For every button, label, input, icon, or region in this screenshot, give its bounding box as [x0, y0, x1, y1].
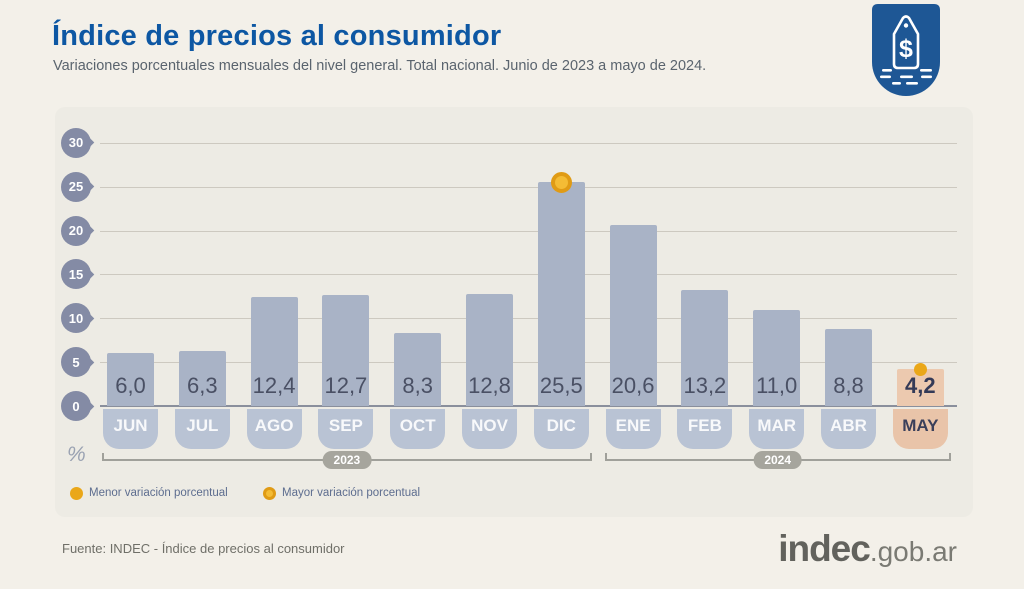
month-label-may: MAY — [892, 409, 948, 449]
bracket-tick — [102, 453, 104, 460]
bar-ago — [250, 297, 298, 406]
bar-feb — [681, 290, 729, 406]
indec-logo: indec .gob.ar — [778, 528, 957, 570]
month-label-abr: ABR — [821, 409, 876, 449]
bar-value-may: 4,2 — [905, 373, 936, 398]
chart-area: 30 25 20 15 10 5 0 6,0 JUN 6,3 JUL 12,4 AGO 12,7 SEP 8,… — [55, 107, 973, 517]
bar-value-sep: 12,7 — [324, 373, 368, 398]
month-label-jul: JUL — [174, 409, 230, 449]
gridline-10 — [100, 318, 957, 320]
gridline-20 — [100, 230, 957, 232]
y-axis-tick-0: 0 — [61, 391, 91, 421]
bar-value-mar: 11,0 — [756, 373, 798, 398]
gridline-15 — [100, 274, 957, 276]
bar-mar — [753, 309, 801, 406]
month-label-nov: NOV — [462, 409, 517, 449]
year-label-2024: 2024 — [753, 451, 803, 469]
bar-value-oct: 8,3 — [402, 373, 433, 398]
bar-abr — [825, 328, 872, 406]
solid-dot-icon — [70, 486, 83, 500]
month-label-feb: FEB — [677, 409, 733, 449]
bracket-tick — [589, 453, 592, 460]
month-label-jun: JUN — [103, 409, 158, 449]
gridline-0 — [100, 405, 957, 407]
bracket-tick — [948, 453, 951, 460]
legend-item-min: Menor variación porcentual — [70, 485, 228, 501]
source-note: Fuente: INDEC - Índice de precios al con… — [62, 541, 345, 556]
y-axis-tick-10: 10 — [61, 303, 91, 334]
month-label-sep: SEP — [318, 409, 374, 449]
bar-value-jul: 6,3 — [187, 373, 218, 398]
bar-sep — [322, 294, 370, 406]
svg-text:$: $ — [899, 35, 913, 63]
gridline-25 — [100, 186, 957, 188]
legend-item-max: Mayor variación porcentual — [263, 485, 420, 501]
bar-value-ago: 12,4 — [252, 373, 296, 398]
bar-value-nov: 12,8 — [468, 373, 511, 398]
legend-label: Mayor variación porcentual — [282, 487, 421, 499]
gridline-5 — [100, 362, 957, 364]
bar-jul — [178, 350, 226, 406]
bar-value-feb: 13,2 — [683, 373, 727, 398]
bar-oct — [394, 333, 442, 406]
legend-label: Menor variación porcentual — [89, 487, 228, 499]
logo-suffix-text: .gob.ar — [869, 536, 957, 567]
month-label-oct: OCT — [390, 409, 446, 449]
bar-value-abr: 8,8 — [833, 373, 864, 398]
year-label-2023: 2023 — [322, 451, 372, 469]
month-label-ago: AGO — [246, 409, 302, 449]
y-axis-tick-30: 30 — [61, 127, 91, 158]
min-variation-dot-icon — [913, 362, 927, 376]
y-axis-tick-25: 25 — [61, 171, 91, 202]
y-axis-tick-15: 15 — [61, 259, 91, 290]
price-tag-badge-icon: $ — [872, 4, 940, 96]
bar-dic — [537, 182, 585, 406]
bar-jun — [107, 353, 154, 406]
ring-dot-icon — [263, 486, 276, 500]
bracket-tick — [604, 453, 607, 460]
bar-value-dic: 25,5 — [539, 373, 583, 398]
y-axis-unit-label: % — [67, 443, 86, 466]
bar-value-jun: 6,0 — [115, 373, 146, 398]
bar-ene — [609, 225, 657, 406]
page-title: Índice de precios al consumidor — [52, 20, 502, 52]
y-axis-tick-5: 5 — [61, 347, 91, 378]
y-axis-tick-20: 20 — [61, 215, 91, 246]
month-label-ene: ENE — [605, 409, 661, 449]
page-subtitle: Variaciones porcentuales mensuales del n… — [53, 58, 707, 74]
gridline-30 — [100, 142, 957, 144]
month-label-mar: MAR — [749, 409, 805, 449]
max-variation-dot-icon — [550, 171, 572, 193]
bar-value-ene: 20,6 — [611, 373, 655, 398]
chart-panel: 30 25 20 15 10 5 0 6,0 JUN 6,3 JUL 12,4 AGO 12,7 SEP 8,… — [55, 107, 973, 517]
logo-main-text: indec — [778, 528, 871, 569]
month-label-dic: DIC — [533, 409, 589, 449]
bar-nov — [466, 293, 513, 406]
